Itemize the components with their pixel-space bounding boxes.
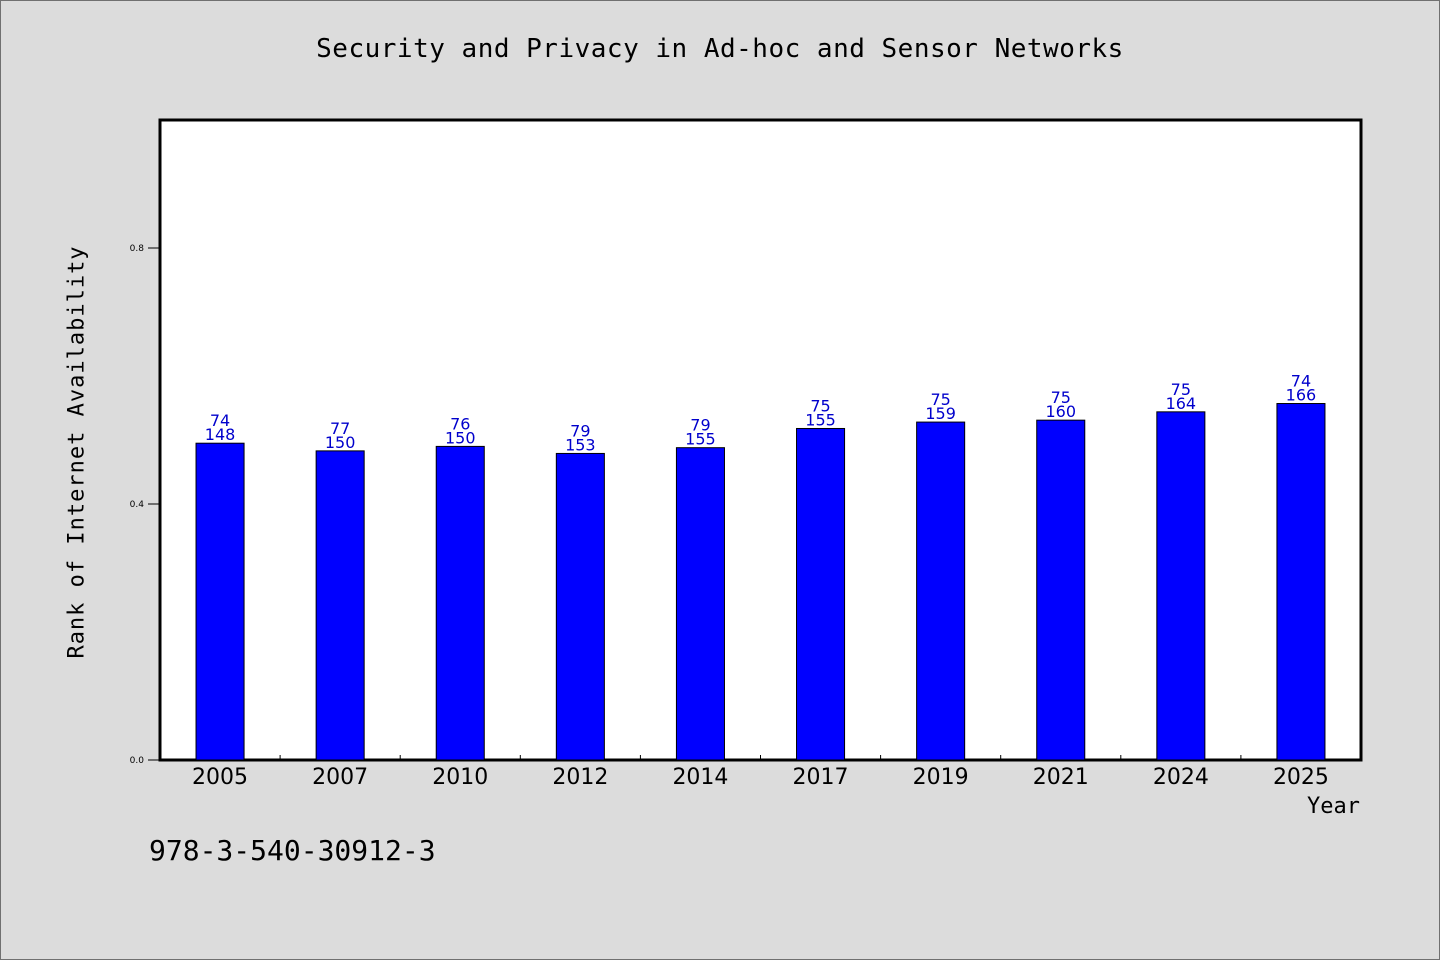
bar-label-top-2014: 79 xyxy=(690,416,710,435)
x-tick-label-2021: 2021 xyxy=(1033,765,1089,790)
x-tick-label-2014: 2014 xyxy=(672,765,728,790)
bar-2010 xyxy=(435,445,485,761)
bar-label-top-2025: 74 xyxy=(1291,372,1311,391)
isbn-text: 978-3-540-30912-3 xyxy=(149,834,436,867)
bar-label-top-2017: 75 xyxy=(810,396,830,415)
bar-label-bottom-2005: 148 xyxy=(205,425,236,444)
x-tick-label-2005: 2005 xyxy=(192,765,248,790)
y-tick-label: 0.0 xyxy=(130,756,145,766)
x-tick-label-2025: 2025 xyxy=(1273,765,1329,790)
x-tick-label-2024: 2024 xyxy=(1153,765,1209,790)
bar-2007 xyxy=(315,450,365,761)
bar-label-bottom-2014: 155 xyxy=(685,430,716,449)
bar-2014 xyxy=(675,447,725,761)
bar-2021 xyxy=(1036,419,1086,761)
bar-2024 xyxy=(1156,411,1206,761)
x-tick-label-2012: 2012 xyxy=(552,765,608,790)
bar-label-bottom-2021: 160 xyxy=(1045,402,1076,421)
y-tick-label: 0.4 xyxy=(130,500,145,510)
bar-label-bottom-2017: 155 xyxy=(805,410,836,429)
x-tick-label-2017: 2017 xyxy=(793,765,849,790)
bar-label-bottom-2024: 164 xyxy=(1166,394,1197,413)
bars-group xyxy=(195,403,1326,761)
chart-title: Security and Privacy in Ad-hoc and Senso… xyxy=(316,34,1124,64)
bar-label-bottom-2012: 153 xyxy=(565,435,596,454)
x-tick-label-2019: 2019 xyxy=(913,765,969,790)
y-axis: 0.0 0.4 0.8 xyxy=(130,244,160,766)
bar-2019 xyxy=(916,421,966,761)
x-tick-label-2007: 2007 xyxy=(312,765,368,790)
bar-label-bottom-2025: 166 xyxy=(1286,386,1317,405)
bar-2012 xyxy=(555,452,605,761)
bar-label-top-2024: 75 xyxy=(1171,380,1191,399)
bar-label-top-2021: 75 xyxy=(1051,388,1071,407)
bar-2005 xyxy=(195,442,245,761)
bar-label-top-2012: 79 xyxy=(570,421,590,440)
bar-label-bottom-2019: 159 xyxy=(925,404,956,423)
bar-label-bottom-2010: 150 xyxy=(445,428,476,447)
bar-label-top-2007: 77 xyxy=(330,419,350,438)
x-axis: 2005 2007 2010 2012 2014 2017 2019 2021 2024 2025 xyxy=(192,755,1329,790)
bar-2017 xyxy=(796,427,846,761)
bar-2025 xyxy=(1276,403,1326,761)
bar-label-top-2010: 76 xyxy=(450,414,470,433)
x-tick-label-2010: 2010 xyxy=(432,765,488,790)
bar-label-bottom-2007: 150 xyxy=(325,433,356,452)
x-axis-label: Year xyxy=(1307,794,1360,819)
bar-label-top-2005: 74 xyxy=(210,411,230,430)
bar-label-top-2019: 75 xyxy=(930,390,950,409)
y-tick-label: 0.8 xyxy=(130,244,145,254)
